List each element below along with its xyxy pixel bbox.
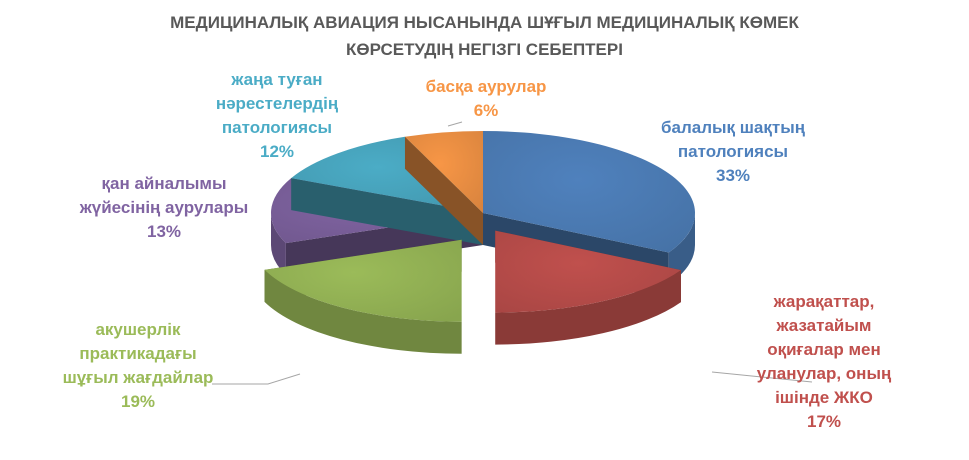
chart-title: МЕДИЦИНАЛЫҚ АВИАЦИЯ НЫСАНЫНДА ШҰҒЫЛ МЕДИ… (170, 13, 799, 59)
slice-label-name: басқа аурулар (425, 77, 547, 96)
slice-label-name: акушерлік практикадағы шұғыл жағдайлар (62, 320, 214, 387)
slice-top (264, 239, 462, 322)
slice-label-value: 17% (806, 412, 842, 431)
slice-side (668, 213, 695, 285)
leader-line (447, 121, 463, 127)
slice-label: басқа аурулар 6% (406, 75, 566, 123)
pie-slice (264, 239, 462, 354)
pie-slice (404, 131, 483, 245)
slice-side (271, 213, 286, 276)
slice-label-value: 33% (715, 166, 751, 185)
slice-label: жаңа туған нәрестелердің патологиясы 12% (177, 68, 377, 164)
slice-label-value: 13% (146, 222, 182, 241)
slice-label-name: жарақаттар, жазатайым оқиғалар мен улану… (756, 292, 892, 407)
slice-label-name: балалық шақтың патологиясы (660, 118, 805, 161)
slice-label-name: қан айналымы жүйесінің аурулары (79, 174, 249, 217)
slice-top (483, 131, 695, 253)
slice-label-value: 6% (473, 101, 499, 120)
leader-line (711, 371, 813, 383)
slice-label: жарақаттар, жазатайым оқиғалар мен улану… (734, 290, 914, 434)
slice-label-value: 12% (259, 142, 295, 161)
slice-top (495, 230, 681, 313)
slice-top (404, 131, 483, 213)
slice-label: акушерлік практикадағы шұғыл жағдайлар 19… (28, 318, 248, 414)
slice-wall (291, 178, 483, 245)
slice-label: қан айналымы жүйесінің аурулары 13% (49, 172, 279, 244)
slice-side (495, 270, 681, 345)
slice-label: балалық шақтың патологиясы 33% (623, 116, 843, 188)
slice-side (264, 269, 462, 354)
slice-label-name: жаңа туған нәрестелердің патологиясы (215, 70, 339, 137)
slice-label-value: 19% (120, 392, 156, 411)
slice-wall (404, 136, 483, 245)
leader-line (212, 373, 301, 385)
pie-slice (495, 230, 681, 345)
